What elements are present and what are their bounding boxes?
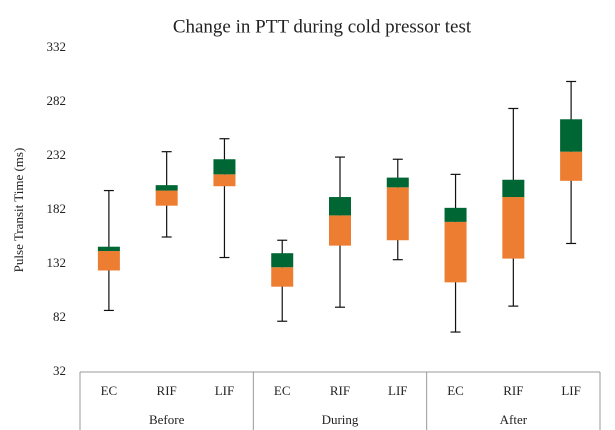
box-lower [271, 267, 294, 287]
x-tick-label: RIF [503, 383, 523, 398]
group-label: After [500, 412, 528, 427]
group-label: During [322, 412, 359, 427]
x-tick-label: LIF [561, 383, 581, 398]
y-tick-label: 182 [47, 201, 67, 216]
chart-title: Change in PTT during cold pressor test [173, 16, 472, 37]
x-tick-label: LIF [215, 383, 235, 398]
box-lower [213, 174, 236, 187]
group-label: Before [149, 412, 185, 427]
box-upper [329, 197, 351, 216]
y-tick-label: 232 [47, 147, 67, 162]
y-tick-label: 282 [47, 93, 67, 108]
x-tick-label: LIF [388, 383, 408, 398]
y-tick-label: 82 [53, 309, 66, 324]
box-upper [386, 177, 409, 188]
y-tick-label: 332 [47, 39, 67, 54]
x-tick-label: EC [101, 383, 118, 398]
box-lower [502, 197, 525, 259]
box-lower [155, 190, 178, 206]
y-tick-label: 32 [53, 363, 66, 378]
y-axis-label: Pulse Transit Time (ms) [11, 148, 26, 273]
box-upper [213, 159, 236, 175]
box-upper [502, 179, 525, 198]
x-tick-label: EC [447, 383, 464, 398]
box-lower [560, 151, 583, 181]
box-upper [560, 119, 583, 152]
x-tick-label: RIF [330, 383, 350, 398]
box-upper [97, 246, 120, 252]
box-lower [386, 187, 409, 241]
x-tick-label: EC [274, 383, 291, 398]
box-lower [329, 215, 351, 246]
box-lower [444, 221, 467, 283]
box-upper [444, 207, 467, 222]
box-lower [97, 251, 120, 271]
x-tick-label: RIF [157, 383, 177, 398]
box-upper [155, 185, 178, 191]
box-upper [271, 253, 294, 268]
y-tick-label: 132 [47, 255, 67, 270]
